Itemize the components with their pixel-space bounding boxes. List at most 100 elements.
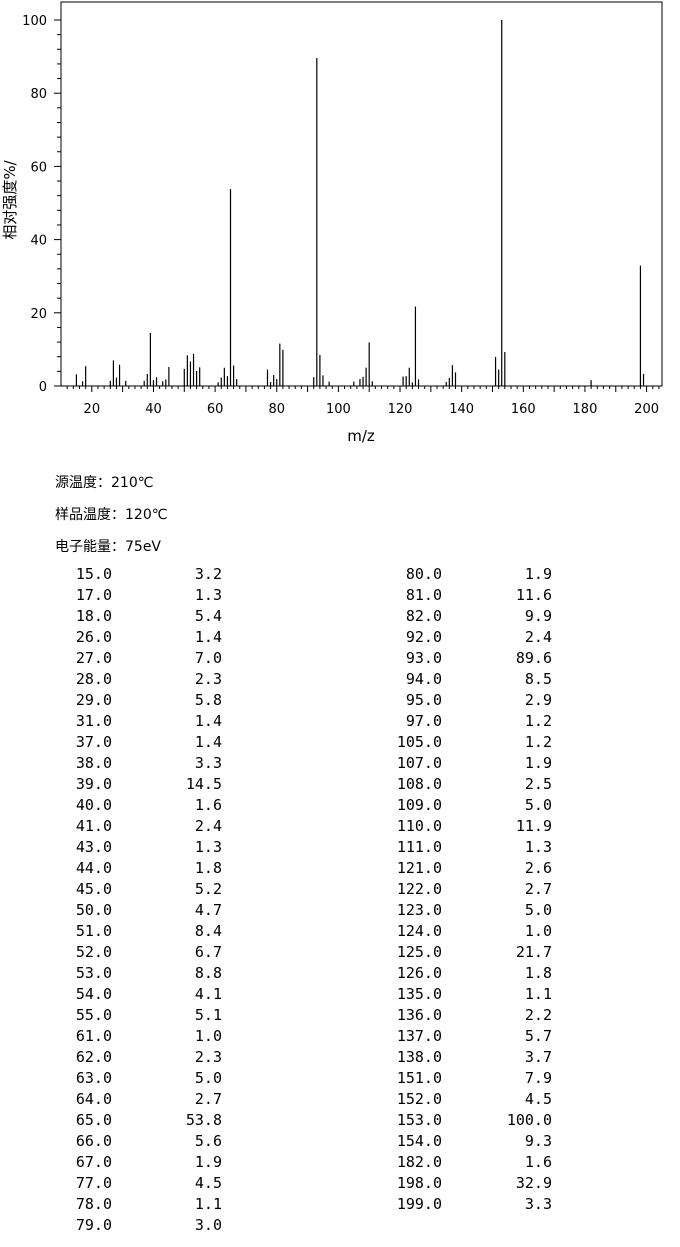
table-row: 53.0 8.8 bbox=[0, 964, 300, 985]
abundance-value: 8.5 bbox=[524, 670, 552, 688]
abundance-value: 6.7 bbox=[194, 943, 222, 961]
mz-value: 199.0 bbox=[396, 1195, 442, 1213]
abundance-value: 1.9 bbox=[524, 565, 552, 583]
abundance-value: 1.6 bbox=[524, 1153, 552, 1171]
table-row: 64.0 2.7 bbox=[0, 1090, 300, 1111]
table-row: 151.0 7.9 bbox=[330, 1069, 560, 1090]
x-tick-label: 40 bbox=[145, 402, 162, 417]
table-row: 136.0 2.2 bbox=[330, 1006, 560, 1027]
abundance-value: 1.8 bbox=[194, 859, 222, 877]
plot-frame bbox=[60, 1, 663, 387]
abundance-value: 1.1 bbox=[524, 985, 552, 1003]
table-row: 110.0 11.9 bbox=[330, 817, 560, 838]
mz-value: 39.0 bbox=[75, 775, 112, 793]
table-row: 17.0 1.3 bbox=[0, 586, 300, 607]
mz-value: 27.0 bbox=[75, 649, 112, 667]
abundance-value: 4.7 bbox=[194, 901, 222, 919]
table-row: 107.0 1.9 bbox=[330, 754, 560, 775]
table-row: 80.0 1.9 bbox=[330, 565, 560, 586]
table-row: 79.0 3.0 bbox=[0, 1216, 300, 1237]
peaks bbox=[75, 20, 645, 386]
abundance-value: 4.5 bbox=[524, 1090, 552, 1108]
mz-value: 126.0 bbox=[396, 964, 442, 982]
mz-value: 151.0 bbox=[396, 1069, 442, 1087]
mz-value: 29.0 bbox=[75, 691, 112, 709]
mz-value: 40.0 bbox=[75, 796, 112, 814]
abundance-value: 2.7 bbox=[524, 880, 552, 898]
table-row: 28.0 2.3 bbox=[0, 670, 300, 691]
mz-value: 61.0 bbox=[75, 1027, 112, 1045]
x-tick-label: 160 bbox=[511, 402, 536, 417]
abundance-value: 1.6 bbox=[194, 796, 222, 814]
abundance-value: 5.0 bbox=[524, 901, 552, 919]
table-row: 109.0 5.0 bbox=[330, 796, 560, 817]
y-tick-label: 40 bbox=[30, 234, 47, 249]
abundance-value: 1.3 bbox=[194, 838, 222, 856]
mz-value: 45.0 bbox=[75, 880, 112, 898]
mz-value: 31.0 bbox=[75, 712, 112, 730]
abundance-value: 1.3 bbox=[194, 586, 222, 604]
table-row: 41.0 2.4 bbox=[0, 817, 300, 838]
table-row: 95.0 2.9 bbox=[330, 691, 560, 712]
abundance-value: 3.3 bbox=[194, 754, 222, 772]
abundance-value: 2.6 bbox=[524, 859, 552, 877]
abundance-value: 100.0 bbox=[506, 1111, 552, 1129]
y-tick-label: 100 bbox=[22, 14, 47, 29]
mz-value: 94.0 bbox=[405, 670, 442, 688]
x-tick-label: 60 bbox=[207, 402, 224, 417]
mz-value: 18.0 bbox=[75, 607, 112, 625]
abundance-value: 5.8 bbox=[194, 691, 222, 709]
mz-value: 123.0 bbox=[396, 901, 442, 919]
abundance-value: 4.1 bbox=[194, 985, 222, 1003]
x-tick-label: 140 bbox=[449, 402, 474, 417]
mz-value: 153.0 bbox=[396, 1111, 442, 1129]
abundance-value: 4.5 bbox=[194, 1174, 222, 1192]
x-axis-label: m/z bbox=[347, 427, 375, 445]
x-tick-label: 100 bbox=[326, 402, 351, 417]
abundance-value: 11.9 bbox=[515, 817, 552, 835]
table-row: 97.0 1.2 bbox=[330, 712, 560, 733]
mz-value: 28.0 bbox=[75, 670, 112, 688]
mz-value: 92.0 bbox=[405, 628, 442, 646]
table-row: 27.0 7.0 bbox=[0, 649, 300, 670]
mz-value: 41.0 bbox=[75, 817, 112, 835]
table-row: 153.0 100.0 bbox=[330, 1111, 560, 1132]
mz-value: 111.0 bbox=[396, 838, 442, 856]
mz-value: 62.0 bbox=[75, 1048, 112, 1066]
mz-value: 37.0 bbox=[75, 733, 112, 751]
table-row: 135.0 1.1 bbox=[330, 985, 560, 1006]
y-tick-label: 80 bbox=[30, 87, 47, 102]
abundance-value: 1.9 bbox=[194, 1153, 222, 1171]
mz-value: 81.0 bbox=[405, 586, 442, 604]
table-row: 38.0 3.3 bbox=[0, 754, 300, 775]
abundance-value: 5.0 bbox=[524, 796, 552, 814]
table-row: 121.0 2.6 bbox=[330, 859, 560, 880]
mz-value: 44.0 bbox=[75, 859, 112, 877]
table-row: 108.0 2.5 bbox=[330, 775, 560, 796]
table-row: 122.0 2.7 bbox=[330, 880, 560, 901]
mz-value: 93.0 bbox=[405, 649, 442, 667]
abundance-value: 2.5 bbox=[524, 775, 552, 793]
abundance-value: 5.4 bbox=[194, 607, 222, 625]
table-row: 65.0 53.8 bbox=[0, 1111, 300, 1132]
table-row: 50.0 4.7 bbox=[0, 901, 300, 922]
mass-spectrum-chart: 20 40 60 80 100 120 140 160 180 200 020406080100 … bbox=[1, 1, 663, 445]
abundance-value: 5.7 bbox=[524, 1027, 552, 1045]
table-row: 55.0 5.1 bbox=[0, 1006, 300, 1027]
table-row: 93.0 89.6 bbox=[330, 649, 560, 670]
abundance-value: 5.1 bbox=[194, 1006, 222, 1024]
table-row: 31.0 1.4 bbox=[0, 712, 300, 733]
table-row: 54.0 4.1 bbox=[0, 985, 300, 1006]
y-tick-label: 60 bbox=[30, 160, 47, 175]
mz-value: 107.0 bbox=[396, 754, 442, 772]
abundance-value: 2.3 bbox=[194, 1048, 222, 1066]
mz-value: 138.0 bbox=[396, 1048, 442, 1066]
source-temperature: 源温度：210℃ bbox=[55, 475, 154, 491]
mz-value: 43.0 bbox=[75, 838, 112, 856]
table-row: 182.0 1.6 bbox=[330, 1153, 560, 1174]
y-tick-label: 0 bbox=[39, 380, 47, 395]
mz-value: 136.0 bbox=[396, 1006, 442, 1024]
sample-temperature: 样品温度：120℃ bbox=[55, 507, 168, 523]
table-row: 138.0 3.7 bbox=[330, 1048, 560, 1069]
table-row: 61.0 1.0 bbox=[0, 1027, 300, 1048]
